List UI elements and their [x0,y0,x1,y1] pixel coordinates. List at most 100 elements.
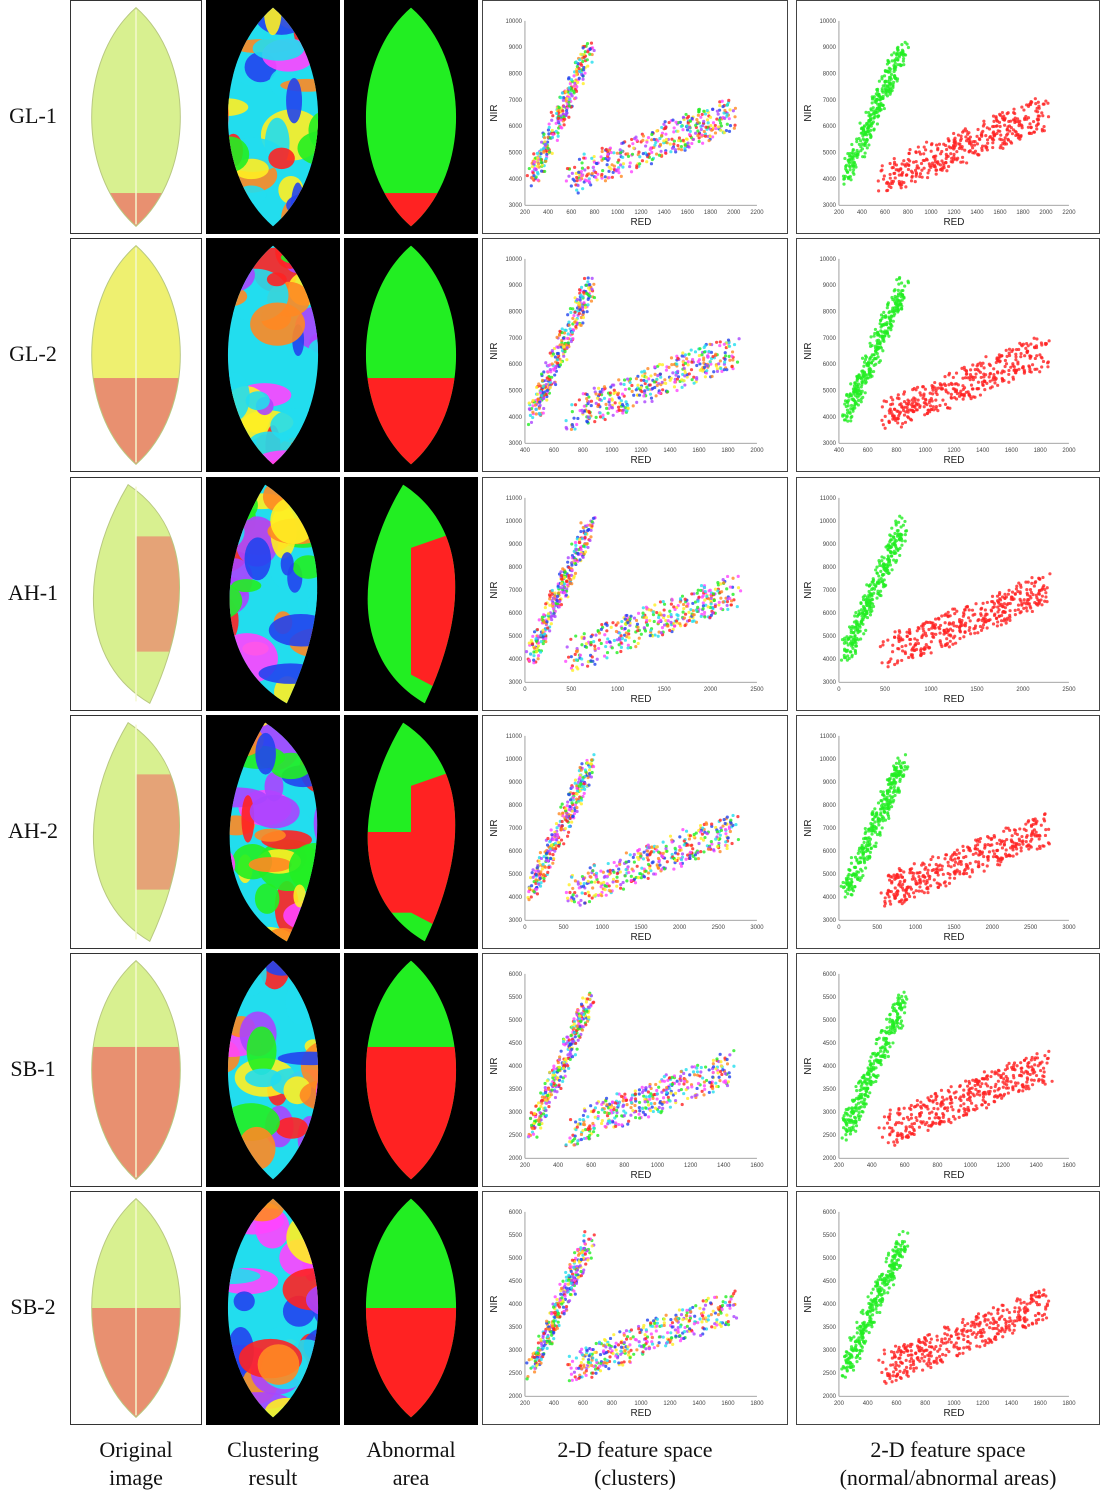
y-axis-label: NIR [803,1296,814,1313]
x-tick-label: 1400 [663,448,677,454]
x-axis-label: RED [630,1408,651,1419]
x-tick-label: 600 [586,1163,597,1169]
y-tick-label: 3000 [509,441,523,447]
y-tick-label: 7000 [823,826,837,832]
clustering-result-image [206,0,340,234]
y-tick-label: 9000 [509,283,523,289]
x-tick-label: 500 [566,687,577,693]
x-tick-label: 200 [520,1163,531,1169]
feature-space-normal-abnormal-plot: 400 600 800 1000 1200 1400 1600 1800 2000 3000 400… [796,238,1100,472]
x-tick-label: 2000 [1016,687,1030,693]
y-tick-label: 4500 [823,1041,837,1047]
x-tick-label: 800 [619,1163,630,1169]
y-tick-label: 10000 [505,19,522,25]
x-tick-label: 1500 [658,687,672,693]
x-tick-label: 2500 [750,687,764,693]
row-label: AH-1 [7,580,59,605]
x-tick-label: 1800 [1016,210,1030,216]
x-axis-label: RED [943,1408,964,1419]
original-leaf-image [70,1191,202,1425]
x-tick-label: 200 [834,210,845,216]
y-tick-label: 11000 [506,734,523,740]
y-tick-label: 3000 [823,680,837,686]
x-tick-label: 1000 [964,1163,978,1169]
x-tick-label: 1200 [997,1163,1011,1169]
x-tick-label: 1000 [611,687,625,693]
y-tick-label: 5000 [509,872,523,878]
x-tick-label: 500 [872,925,883,931]
y-tick-label: 2500 [509,1371,523,1377]
x-axis-label: RED [630,1170,651,1181]
y-tick-label: 4000 [823,415,837,421]
y-tick-label: 4000 [509,177,523,183]
x-tick-label: 1200 [947,448,961,454]
y-tick-label: 2000 [823,1156,837,1162]
y-tick-label: 5000 [509,1256,523,1262]
y-tick-label: 8000 [509,310,523,316]
column-label-clustering: Clustering result [227,1437,319,1490]
feature-space-clusters-plot: 400 600 800 1000 1200 1400 1600 1800 2000 3000 400… [482,238,788,472]
x-tick-label: 400 [863,1401,874,1407]
y-tick-label: 10000 [505,519,522,525]
feature-space-clusters-plot: 0 500 1000 1500 2000 2500 3000 4000 5000 6000 7000… [482,477,788,711]
x-tick-label: 2200 [750,210,764,216]
y-tick-label: 4500 [509,1041,523,1047]
y-tick-label: 5000 [823,389,837,395]
y-tick-label: 4000 [823,1302,837,1308]
y-tick-label: 6000 [823,1210,837,1216]
y-tick-label: 4000 [509,1302,523,1308]
y-tick-label: 4000 [823,657,837,663]
y-axis-label: NIR [489,820,500,837]
y-tick-label: 9000 [823,45,837,51]
x-tick-label: 400 [543,210,554,216]
y-tick-label: 9000 [823,780,837,786]
y-tick-label: 10000 [819,257,836,263]
x-tick-label: 1600 [721,1401,735,1407]
y-tick-label: 5000 [823,1018,837,1024]
feature-space-clusters-plot: 200 400 600 800 1000 1200 1400 1600 1800 2000 2500… [482,1191,788,1425]
y-tick-label: 2500 [823,1133,837,1139]
y-tick-label: 8000 [823,72,837,78]
feature-space-normal-abnormal-plot: 200 400 600 800 1000 1200 1400 1600 2000 2500 3000… [796,953,1100,1187]
y-tick-label: 4000 [509,657,523,663]
y-axis-label: NIR [803,1058,814,1075]
x-tick-label: 1000 [611,210,625,216]
x-tick-label: 1400 [1029,1163,1043,1169]
y-axis-label: NIR [489,1058,500,1075]
y-tick-label: 3500 [823,1087,837,1093]
x-axis-label: RED [630,694,651,705]
x-tick-label: 800 [933,1163,944,1169]
abnormal-area-image [344,1191,478,1425]
y-tick-label: 3000 [823,441,837,447]
y-tick-label: 4000 [823,177,837,183]
x-tick-label: 1000 [634,1401,648,1407]
row-label: SB-1 [10,1056,56,1081]
x-tick-label: 2000 [673,925,687,931]
y-tick-label: 4000 [509,415,523,421]
y-tick-label: 10000 [505,757,522,763]
x-tick-label: 1500 [634,925,648,931]
x-tick-label: 2200 [1062,210,1076,216]
y-tick-label: 6000 [509,1210,523,1216]
clustering-result-image [206,715,340,949]
y-tick-label: 4500 [823,1279,837,1285]
x-tick-label: 400 [867,1163,878,1169]
abnormal-area-image [344,715,478,949]
feature-space-clusters-plot: 200 400 600 800 1000 1200 1400 1600 1800 2000 2200… [482,0,788,234]
x-tick-label: 600 [900,1163,911,1169]
y-tick-label: 8000 [509,803,523,809]
x-tick-label: 2000 [986,925,1000,931]
x-tick-label: 1000 [596,925,610,931]
y-tick-label: 3000 [823,1348,837,1354]
x-axis-label: RED [630,932,651,943]
x-tick-label: 400 [549,1401,560,1407]
y-tick-label: 2500 [823,1371,837,1377]
x-tick-label: 2500 [712,925,726,931]
x-tick-label: 800 [920,1401,931,1407]
y-axis-label: NIR [803,582,814,599]
y-tick-label: 6000 [823,124,837,130]
x-tick-label: 200 [834,1163,845,1169]
y-tick-label: 10000 [819,519,836,525]
row-label: GL-2 [9,341,57,366]
y-axis-label: NIR [803,105,814,122]
